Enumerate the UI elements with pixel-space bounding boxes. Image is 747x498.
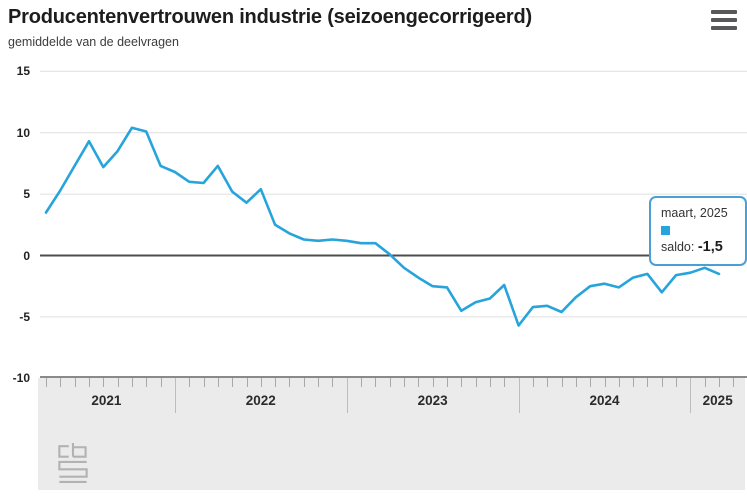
page-subtitle: gemiddelde van de deelvragen: [8, 35, 179, 49]
data-line[interactable]: [44, 126, 721, 327]
month-tick: [475, 378, 477, 387]
tooltip-value-row: saldo: -1,5: [661, 222, 735, 256]
y-axis-label: 0: [23, 248, 30, 263]
tooltip-series-label: saldo:: [661, 240, 695, 254]
y-axis-label: 5: [23, 187, 30, 202]
month-tick: [489, 378, 491, 387]
year-separator: [690, 378, 692, 413]
series-marker-icon: [661, 226, 670, 235]
page-title: Producentenvertrouwen industrie (seizoen…: [8, 6, 532, 28]
month-tick: [719, 378, 720, 387]
month-tick: [303, 378, 305, 387]
month-tick: [404, 378, 405, 387]
month-tick: [260, 378, 262, 387]
month-tick: [217, 378, 219, 387]
month-tick: [146, 378, 148, 387]
month-tick: [504, 378, 506, 387]
year-label: 2021: [91, 393, 122, 408]
month-tick: [461, 378, 463, 387]
year-label: 2023: [417, 393, 448, 408]
menu-button[interactable]: [711, 10, 737, 30]
y-axis-label: 15: [16, 64, 30, 79]
month-tick: [604, 378, 606, 387]
month-tick: [232, 378, 234, 387]
month-tick: [89, 378, 90, 387]
month-tick: [547, 378, 549, 387]
month-tick: [189, 378, 191, 387]
year-label: 2025: [702, 393, 733, 408]
month-tick: [74, 378, 76, 387]
month-tick: [590, 378, 592, 387]
x-axis-band: 2021 2022 2023 2024 2025: [38, 378, 745, 490]
month-tick: [160, 378, 162, 387]
month-tick: [46, 378, 47, 387]
hamburger-icon: [711, 10, 737, 14]
month-tick: [117, 378, 119, 387]
year-label: 2022: [245, 393, 276, 408]
month-tick: [432, 378, 434, 387]
hamburger-icon: [711, 18, 737, 22]
month-tick: [289, 378, 291, 387]
month-tick: [389, 378, 391, 387]
month-tick: [375, 378, 377, 387]
tooltip: maart, 2025 saldo: -1,5: [649, 196, 747, 266]
month-tick: [246, 378, 248, 387]
month-tick: [447, 378, 448, 387]
month-tick: [561, 378, 563, 387]
month-tick: [203, 378, 205, 387]
year-separator: [346, 378, 348, 413]
y-axis-label: -5: [19, 309, 30, 324]
month-tick: [618, 378, 620, 387]
month-tick: [704, 378, 706, 387]
month-tick: [332, 378, 334, 387]
y-axis-label: 10: [16, 125, 30, 140]
month-tick: [60, 378, 62, 387]
hamburger-icon: [711, 26, 737, 30]
month-tick: [575, 378, 577, 387]
month-tick: [103, 378, 105, 387]
month-tick: [733, 378, 735, 387]
tooltip-date: maart, 2025: [661, 206, 728, 220]
month-tick: [633, 378, 635, 387]
month-tick: [318, 378, 320, 387]
month-tick: [275, 378, 277, 387]
month-tick: [361, 378, 362, 387]
month-tick: [661, 378, 663, 387]
y-axis-label: -10: [12, 371, 30, 386]
year-label: 2024: [589, 393, 620, 408]
month-tick: [647, 378, 649, 387]
month-tick: [532, 378, 534, 387]
month-tick: [131, 378, 133, 387]
month-tick: [676, 378, 678, 387]
cbs-logo: [58, 443, 88, 483]
year-separator: [518, 378, 520, 413]
month-tick: [418, 378, 420, 387]
tooltip-value: -1,5: [697, 239, 723, 255]
year-separator: [174, 378, 176, 413]
